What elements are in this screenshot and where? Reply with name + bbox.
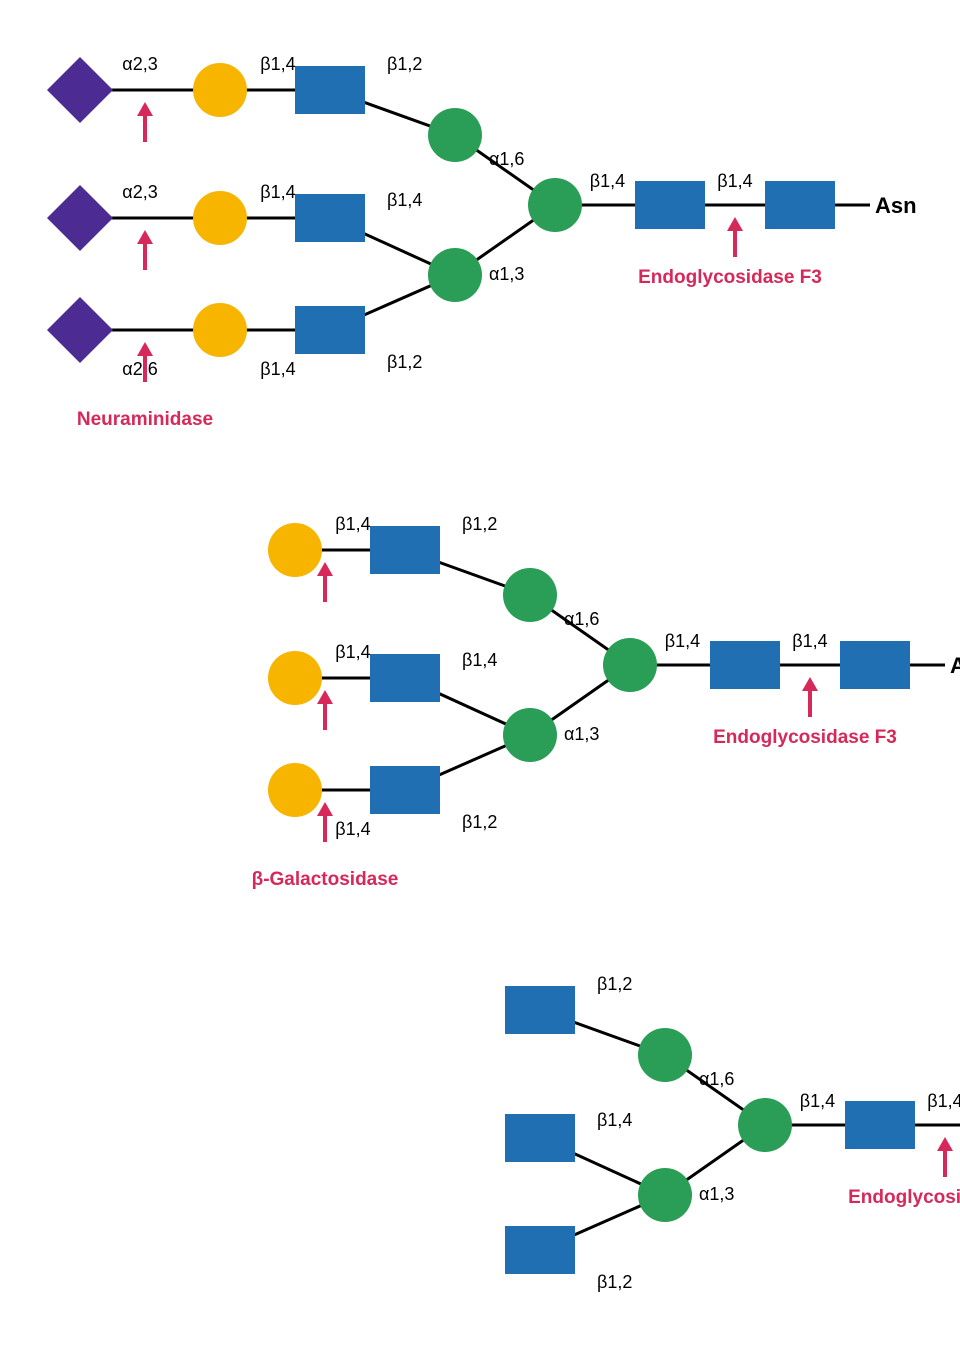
galactose-circle — [193, 63, 247, 117]
linkage-label: β1,4 — [800, 1091, 835, 1111]
galactose-circle — [268, 763, 322, 817]
mannose-circle — [528, 178, 582, 232]
linkage-label: α2,6 — [122, 359, 157, 379]
galactose-circle — [193, 303, 247, 357]
linkage-label: β1,4 — [792, 631, 827, 651]
linkage-label: β1,2 — [462, 514, 497, 534]
linkage-label: β1,4 — [462, 650, 497, 670]
linkage-label: β1,2 — [597, 1272, 632, 1292]
glcnac-square — [505, 1226, 575, 1274]
glcnac-square — [765, 181, 835, 229]
glcnac-square — [505, 1114, 575, 1162]
linkage-label: α1,3 — [489, 264, 524, 284]
galactose-circle — [193, 191, 247, 245]
glycan-diagram: α2,3 β1,4 β1,2 α2,3 β1,4 β1,4 α2,6 β1,4 β1,2 α1,6… — [0, 0, 960, 1361]
glcnac-square — [370, 766, 440, 814]
asn-label: Asn — [950, 653, 960, 678]
linkage-label: α1,3 — [564, 724, 599, 744]
linkage-label: β1,4 — [665, 631, 700, 651]
linkage-label: β1,4 — [335, 642, 370, 662]
linkage-label: β1,4 — [597, 1110, 632, 1130]
glcnac-square — [295, 66, 365, 114]
enzyme-label: β-Galactosidase — [252, 869, 399, 890]
glcnac-square — [295, 194, 365, 242]
linkage-label: α1,6 — [699, 1069, 734, 1089]
linkage-label: β1,4 — [387, 190, 422, 210]
glcnac-square — [710, 641, 780, 689]
glcnac-square — [370, 654, 440, 702]
mannose-circle — [638, 1168, 692, 1222]
linkage-label: β1,4 — [590, 171, 625, 191]
enzyme-label: Endoglycosidase F3 — [713, 727, 897, 748]
enzyme-label: Endoglycosidase F3 — [848, 1187, 960, 1208]
glcnac-square — [845, 1101, 915, 1149]
mannose-circle — [603, 638, 657, 692]
linkage-label: α2,3 — [122, 182, 157, 202]
mannose-circle — [738, 1098, 792, 1152]
linkage-label: β1,4 — [927, 1091, 960, 1111]
linkage-label: α1,3 — [699, 1184, 734, 1204]
enzyme-label: Endoglycosidase F3 — [638, 267, 822, 288]
linkage-label: α1,6 — [564, 609, 599, 629]
mannose-circle — [503, 708, 557, 762]
asn-label: Asn — [875, 193, 917, 218]
glcnac-square — [370, 526, 440, 574]
mannose-circle — [638, 1028, 692, 1082]
linkage-label: β1,4 — [717, 171, 752, 191]
linkage-label: β1,4 — [335, 514, 370, 534]
mannose-circle — [503, 568, 557, 622]
linkage-label: α1,6 — [489, 149, 524, 169]
mannose-circle — [428, 108, 482, 162]
glcnac-square — [505, 986, 575, 1034]
linkage-label: β1,4 — [260, 359, 295, 379]
galactose-circle — [268, 651, 322, 705]
galactose-circle — [268, 523, 322, 577]
linkage-label: α2,3 — [122, 54, 157, 74]
glcnac-square — [295, 306, 365, 354]
linkage-label: β1,2 — [387, 352, 422, 372]
linkage-label: β1,2 — [597, 974, 632, 994]
enzyme-label: Neuraminidase — [77, 409, 213, 430]
linkage-label: β1,4 — [260, 182, 295, 202]
linkage-label: β1,2 — [462, 812, 497, 832]
mannose-circle — [428, 248, 482, 302]
glcnac-square — [635, 181, 705, 229]
linkage-label: β1,4 — [335, 819, 370, 839]
linkage-label: β1,2 — [387, 54, 422, 74]
linkage-label: β1,4 — [260, 54, 295, 74]
glcnac-square — [840, 641, 910, 689]
